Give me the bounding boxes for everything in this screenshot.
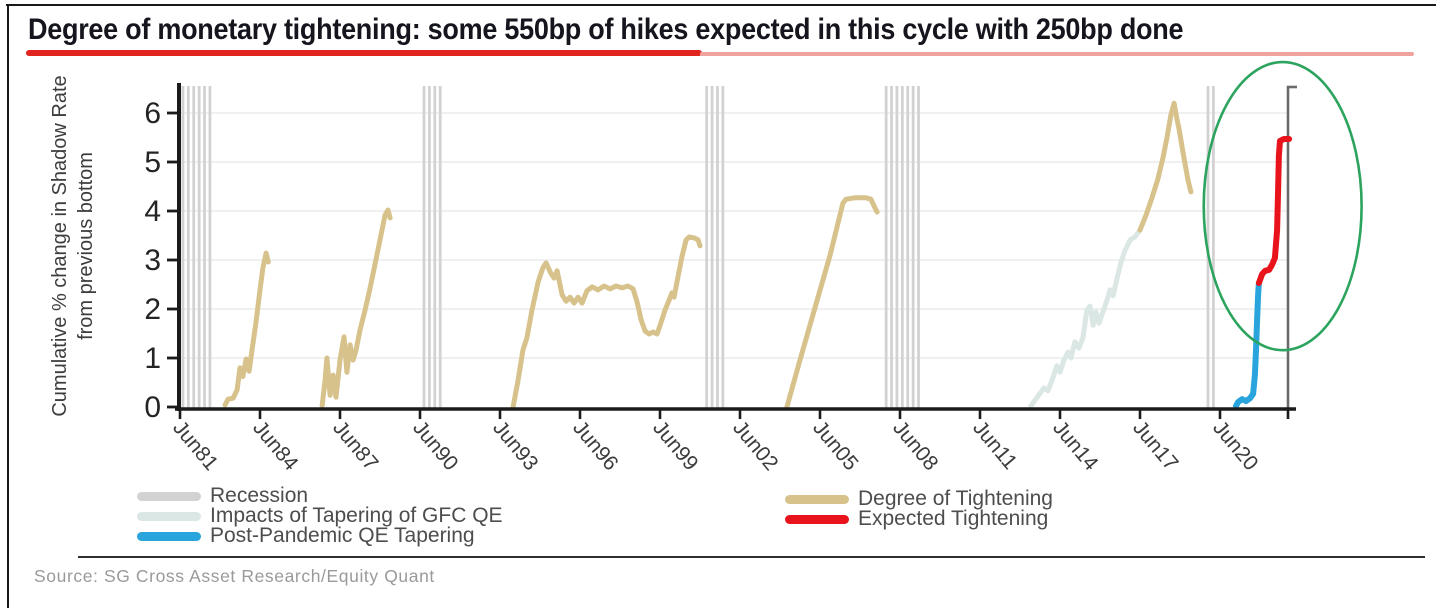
- legend-swatch-recession: [137, 491, 201, 501]
- y-tick-label-2: 2: [144, 293, 161, 326]
- x-tick-label-Jun11: Jun11: [968, 416, 1021, 473]
- title-underline-strong: [26, 50, 702, 56]
- series-post-pandemic-qe-tapering-segment-1: [1233, 280, 1262, 409]
- y-axis-label-line2: from previous bottom: [75, 152, 97, 340]
- legend-swatch-degree-of-tightening: [785, 494, 849, 504]
- source-text: Source: SG Cross Asset Research/Equity Q…: [34, 566, 435, 586]
- x-tick-marks: [178, 410, 1290, 419]
- legend-item-post-pandemic-qe-tapering: Post-Pandemic QE Tapering: [137, 524, 503, 547]
- x-tick-label-Jun20: Jun20: [1208, 416, 1262, 475]
- x-tick-label-Jun14: Jun14: [1048, 416, 1103, 475]
- series-gfc-qe-tapering-segment-1: [1028, 227, 1143, 409]
- annotation-ellipse: [1202, 60, 1363, 352]
- y-tick-label-5: 5: [144, 146, 161, 179]
- x-tick-label-Jun17: Jun17: [1128, 416, 1182, 475]
- series-degree-of-tightening-segment-3: [510, 234, 703, 410]
- y-tick-label-3: 3: [144, 244, 161, 277]
- series-degree-of-tightening-segment-2: [319, 207, 393, 409]
- x-tick-label-Jun84: Jun84: [248, 416, 303, 475]
- y-tick-label-6: 6: [144, 97, 161, 130]
- frame-left-border: [7, 4, 9, 608]
- legend-label-degree-of-tightening: Degree of Tightening: [858, 487, 1053, 510]
- x-tick-labels: Jun81 Jun84 Jun87 Jun90 Jun93 Jun96 Jun99 Jun02…: [168, 416, 1262, 475]
- source-separator-line: [78, 556, 1425, 558]
- x-tick-label-Jun87: Jun87: [328, 416, 382, 475]
- legend-column-right: Degree of Tightening Expected Tightening: [785, 487, 1053, 530]
- legend-label-recession: Recession: [210, 484, 309, 507]
- legend-swatch-post-pandemic-qe-tapering: [137, 531, 201, 541]
- x-tick-label-Jun93: Jun93: [488, 416, 542, 475]
- y-tick-label-0: 0: [144, 391, 161, 424]
- series-expected-tightening-segment-1: [1255, 136, 1293, 286]
- x-tick-label-Jun90: Jun90: [408, 416, 462, 475]
- legend-swatch-gfc-qe-tapering: [137, 511, 201, 521]
- x-tick-label-Jun02: Jun02: [728, 416, 782, 475]
- recession-bands: [181, 86, 1215, 408]
- x-tick-label-Jun08: Jun08: [888, 416, 942, 475]
- legend-column-left: Recession Impacts of Tapering of GFC QE Po…: [137, 484, 503, 547]
- series-degree-of-tightening-segment-1: [222, 250, 271, 408]
- legend-item-degree-of-tightening: Degree of Tightening: [785, 487, 1053, 510]
- series-degree-of-tightening-segment-5: [1137, 100, 1194, 233]
- legend-label-expected-tightening: Expected Tightening: [858, 507, 1049, 530]
- legend-item-expected-tightening: Expected Tightening: [785, 507, 1053, 530]
- legend-label-gfc-qe-tapering: Impacts of Tapering of GFC QE: [210, 504, 503, 527]
- x-tick-label-Jun81: Jun81: [168, 416, 222, 475]
- legend-item-recession: Recession: [137, 484, 503, 507]
- x-tick-label-Jun05: Jun05: [808, 416, 862, 475]
- y-tick-label-1: 1: [144, 342, 161, 375]
- title-underline-light: [700, 52, 1414, 56]
- y-tick-labels: 0 1 2 3 4 5 6: [144, 97, 161, 424]
- legend-label-post-pandemic-qe-tapering: Post-Pandemic QE Tapering: [210, 524, 475, 547]
- frame-top-border: [6, 4, 1436, 6]
- y-axis-label-line1: Cumulative % change in Shadow Rate: [49, 75, 71, 416]
- y-tick-label-4: 4: [144, 195, 161, 228]
- x-tick-label-Jun99: Jun99: [648, 416, 702, 475]
- gridlines: [181, 112, 1288, 359]
- y-tick-marks: [167, 111, 178, 409]
- legend-swatch-expected-tightening: [785, 514, 849, 524]
- x-tick-label-Jun96: Jun96: [568, 416, 622, 475]
- series-degree-of-tightening-segment-4: [784, 195, 880, 410]
- page-title: Degree of monetary tightening: some 550b…: [28, 13, 1184, 46]
- legend-item-gfc-qe-tapering: Impacts of Tapering of GFC QE: [137, 504, 503, 527]
